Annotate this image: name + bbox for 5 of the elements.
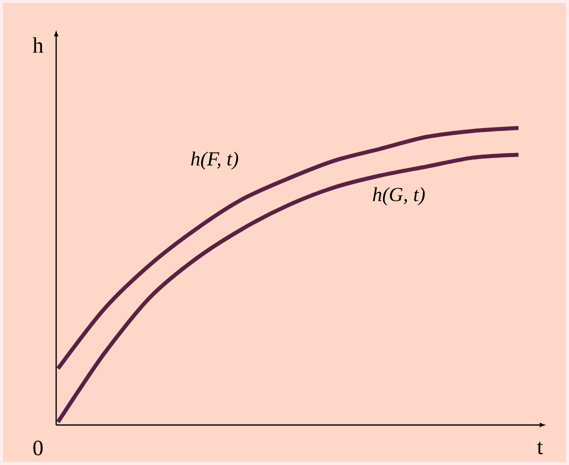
y-axis-title: h	[32, 37, 44, 53]
series-label: h(G, t)	[372, 187, 425, 206]
x-axis-title: t	[537, 442, 543, 454]
text: 0	[33, 440, 43, 456]
series-label: h(F, t)	[191, 152, 238, 170]
